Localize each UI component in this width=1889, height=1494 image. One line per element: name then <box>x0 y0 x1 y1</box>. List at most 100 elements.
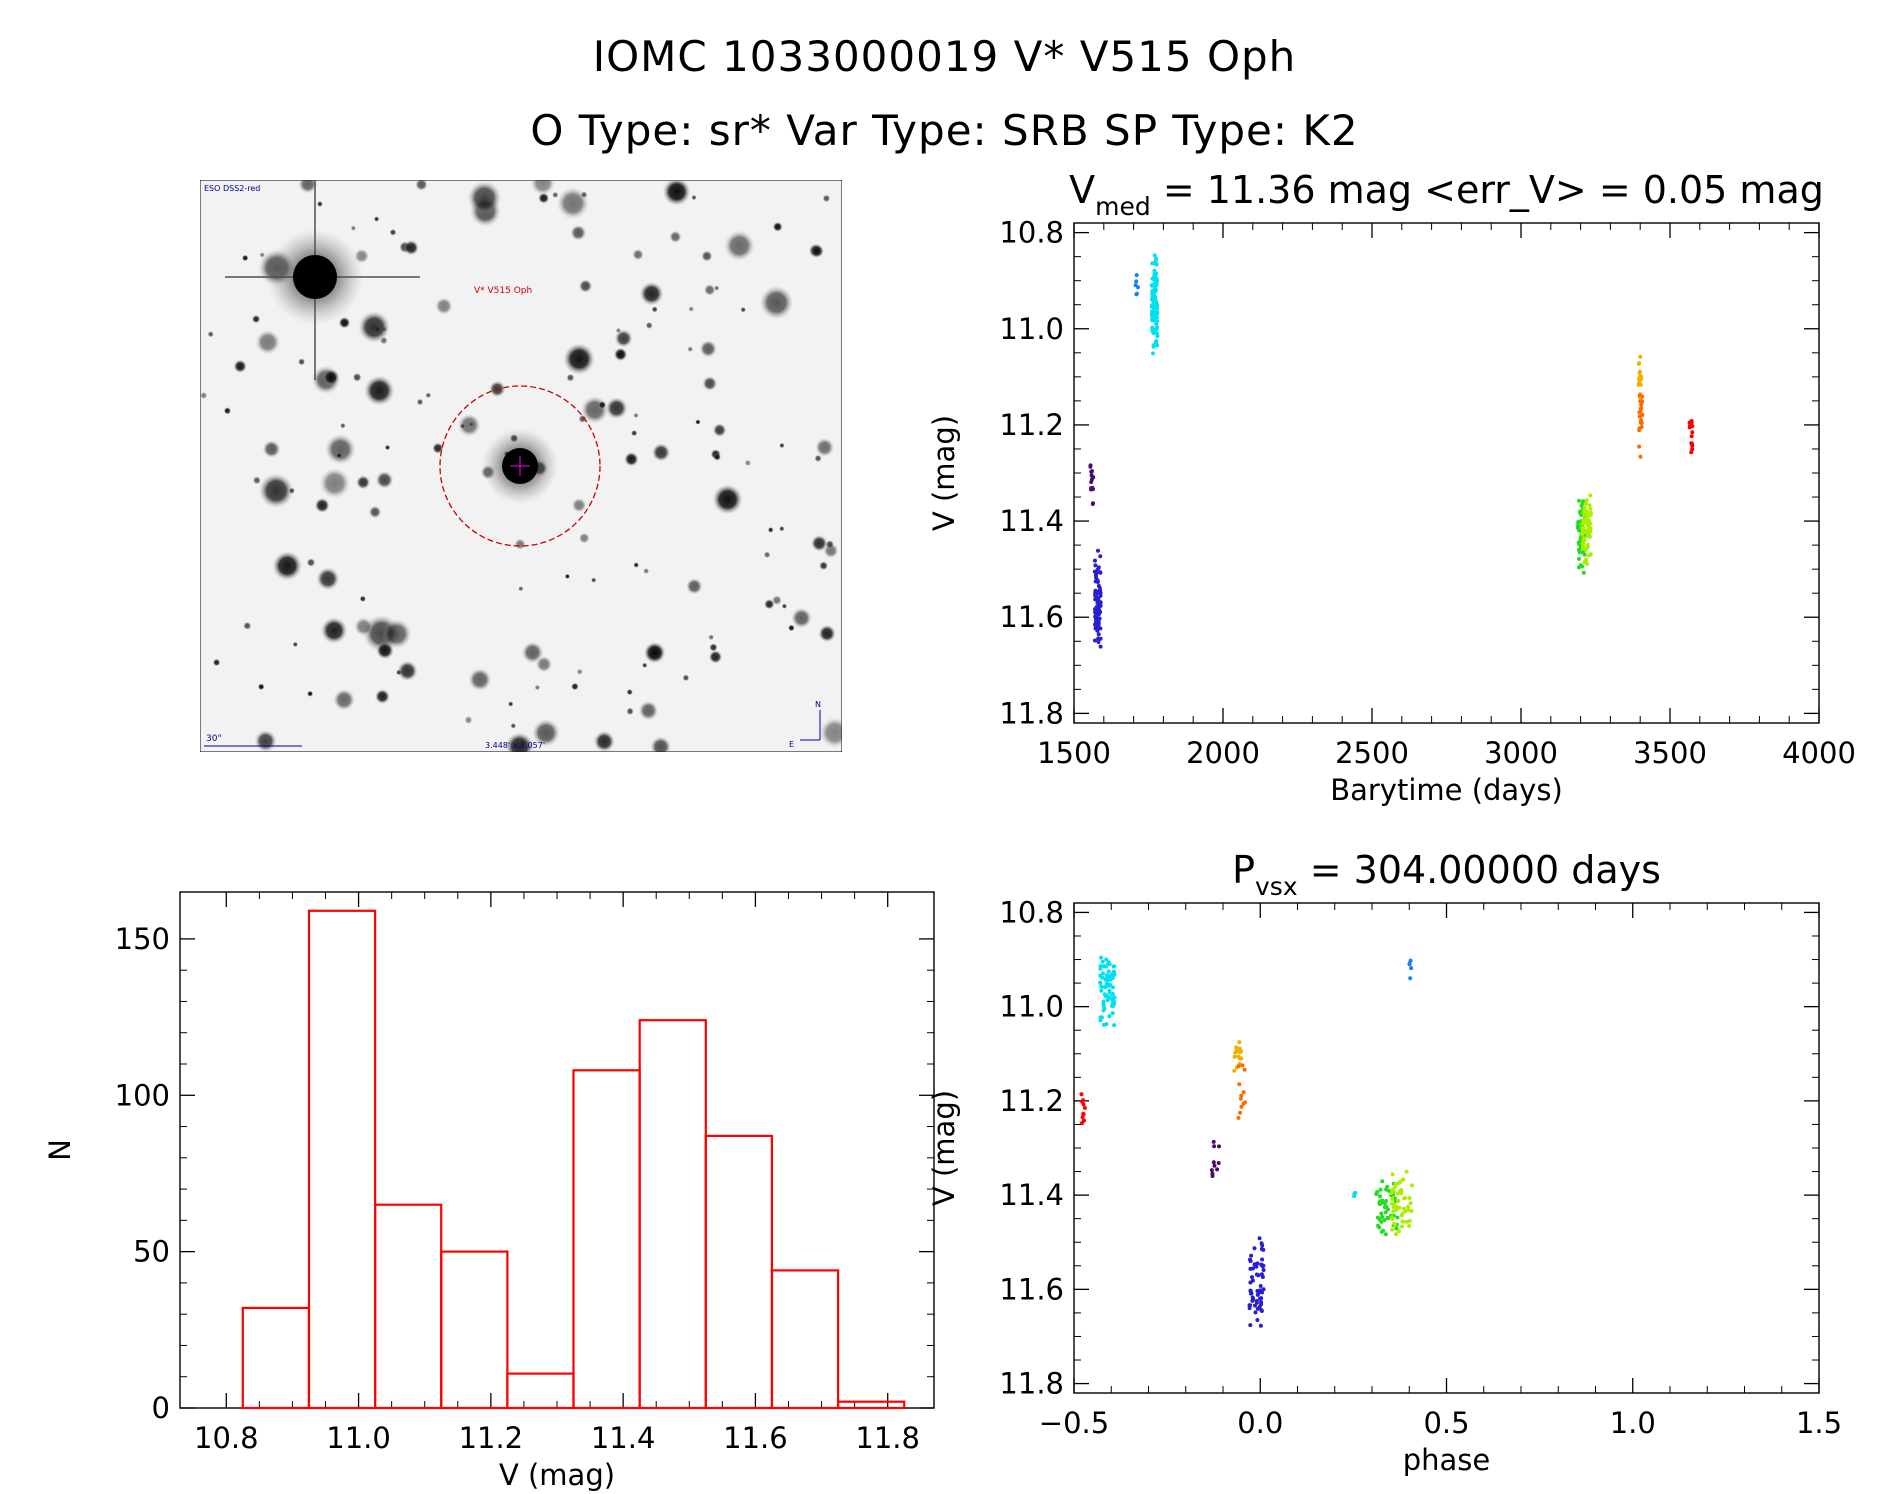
phased-xlabel: phase <box>1403 1443 1491 1477</box>
field-star <box>614 329 633 348</box>
phased-point <box>1376 1223 1380 1228</box>
phased-point <box>1081 1111 1086 1116</box>
field-star <box>571 497 587 513</box>
phased-point <box>1378 1199 1383 1204</box>
field-star <box>645 321 653 329</box>
field-star <box>578 532 590 544</box>
lightcurve-point <box>1637 444 1642 449</box>
phased-point <box>1396 1181 1400 1186</box>
x-tick-label: 11.6 <box>723 1421 788 1455</box>
phased-point <box>1255 1289 1260 1293</box>
phased-point <box>1250 1295 1255 1300</box>
x-tick-label: −0.5 <box>1039 1406 1109 1440</box>
histogram-bar <box>704 1134 773 1410</box>
field-star <box>570 224 587 241</box>
phased-point <box>1259 1309 1264 1313</box>
field-star <box>425 392 432 399</box>
phased-point <box>1378 1194 1382 1199</box>
field-star <box>212 658 221 667</box>
lightcurve-point <box>1149 312 1154 317</box>
field-star <box>686 578 703 595</box>
lightcurve-point <box>1581 499 1586 504</box>
phased-point <box>1378 1202 1382 1207</box>
phased-point <box>1099 984 1104 989</box>
lightcurve-point <box>1097 585 1102 590</box>
field-star <box>241 254 249 262</box>
phased-point <box>1252 1262 1257 1267</box>
y-tick-label: 11.6 <box>999 600 1064 634</box>
field-star <box>682 674 690 682</box>
lightcurve-point <box>1584 498 1589 503</box>
scale-label: 30" <box>206 734 222 744</box>
phased-point <box>1255 1292 1260 1297</box>
lightcurve-point <box>1576 565 1581 570</box>
title-sub: vsx <box>1255 872 1298 901</box>
histogram-bar <box>307 909 377 1410</box>
phased-point <box>1249 1253 1254 1258</box>
field-star <box>530 180 556 196</box>
lightcurve-point <box>1580 564 1584 569</box>
phased-point <box>1099 1015 1104 1020</box>
phased-point <box>1408 976 1413 981</box>
phased-point <box>1232 1068 1237 1073</box>
field-star <box>825 540 835 549</box>
phased-point <box>1409 966 1414 971</box>
lightcurve-point <box>1581 530 1586 535</box>
x-tick-label: 3500 <box>1633 736 1707 770</box>
phased-point <box>1385 1215 1390 1220</box>
field-star <box>688 306 694 312</box>
lightcurve-point <box>1154 262 1159 267</box>
field-star <box>767 527 774 533</box>
field-star <box>818 624 836 643</box>
phased-point <box>1375 1190 1380 1194</box>
x-tick-label: 11.4 <box>591 1421 656 1455</box>
phased-point <box>1390 1187 1395 1192</box>
lightcurve-point <box>1091 501 1095 506</box>
lightcurve-point <box>1150 283 1154 288</box>
phased-point <box>1380 1179 1385 1184</box>
lightcurve-title: Vmed = 11.36 mag <err_V> = 0.05 mag <box>1069 168 1824 221</box>
field-star <box>316 201 323 207</box>
lightcurve-point <box>1637 426 1642 431</box>
lightcurve-point <box>1588 506 1593 511</box>
phased-point <box>1407 1224 1412 1228</box>
phased-point <box>1110 985 1115 990</box>
field-star <box>624 451 639 467</box>
y-tick-label: 11.2 <box>999 408 1064 442</box>
field-star <box>538 192 550 204</box>
phased-point <box>1080 1115 1085 1120</box>
histogram-xlabel: V (mag) <box>499 1458 615 1492</box>
lightcurve-point <box>1094 613 1099 617</box>
field-star <box>740 306 746 313</box>
lightcurve-point <box>1095 578 1100 583</box>
phased-point <box>1082 1105 1087 1110</box>
field-star <box>687 346 693 352</box>
lightcurve-point <box>1094 609 1099 614</box>
phased-point <box>1396 1198 1401 1203</box>
bright-star <box>225 180 420 380</box>
phased-point <box>1389 1201 1394 1206</box>
field-star <box>338 316 351 329</box>
phased-point <box>1241 1090 1246 1095</box>
phased-point <box>1391 1205 1396 1209</box>
lightcurve-point <box>1689 450 1694 455</box>
field-star <box>808 243 824 259</box>
phased-point <box>1409 1183 1414 1188</box>
field-star <box>374 689 390 704</box>
lightcurve-point <box>1089 469 1094 474</box>
lightcurve-point <box>1150 318 1155 323</box>
lightcurve-xlabel: Barytime (days) <box>1330 773 1563 807</box>
phased-point <box>1260 1257 1265 1262</box>
phased-point <box>1395 1215 1400 1220</box>
phased-point <box>1382 1218 1387 1222</box>
phased-point <box>1241 1101 1246 1106</box>
field-star <box>459 423 466 429</box>
phased-point <box>1212 1144 1217 1149</box>
phased-point <box>1107 962 1112 967</box>
lightcurve-point <box>1153 341 1158 346</box>
target-label: V* V515 Oph <box>474 286 532 296</box>
lightcurve-point <box>1583 559 1588 564</box>
lightcurve-point <box>1155 319 1160 324</box>
field-star <box>415 180 428 191</box>
x-tick-label: 1500 <box>1037 736 1111 770</box>
